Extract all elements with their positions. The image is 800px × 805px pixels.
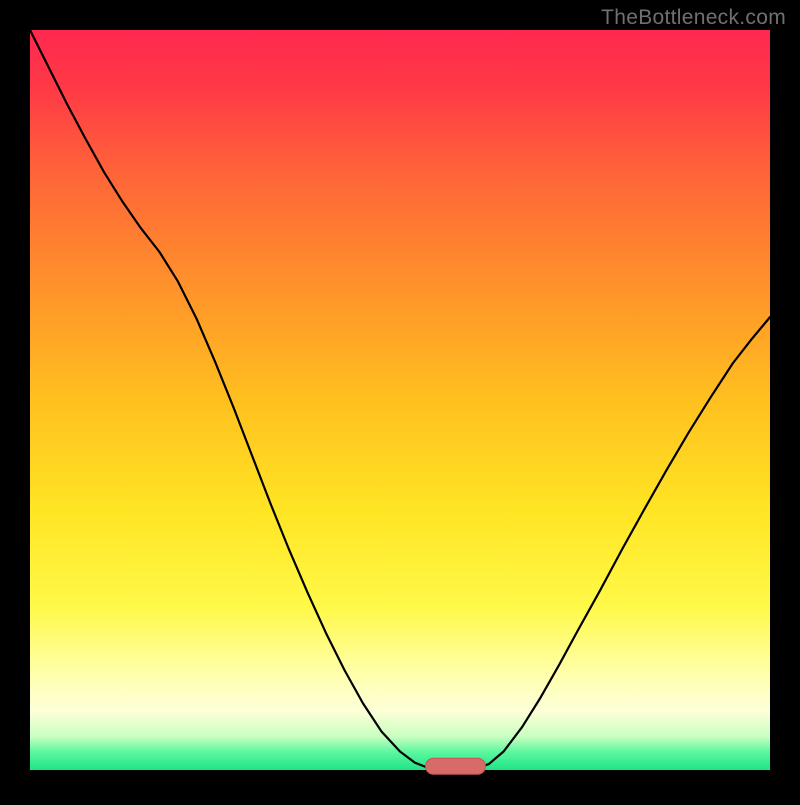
optimal-range-marker	[426, 758, 486, 774]
watermark-text: TheBottleneck.com	[601, 6, 786, 30]
chart-svg	[0, 0, 800, 800]
bottleneck-chart	[0, 0, 800, 800]
chart-background	[30, 30, 770, 770]
